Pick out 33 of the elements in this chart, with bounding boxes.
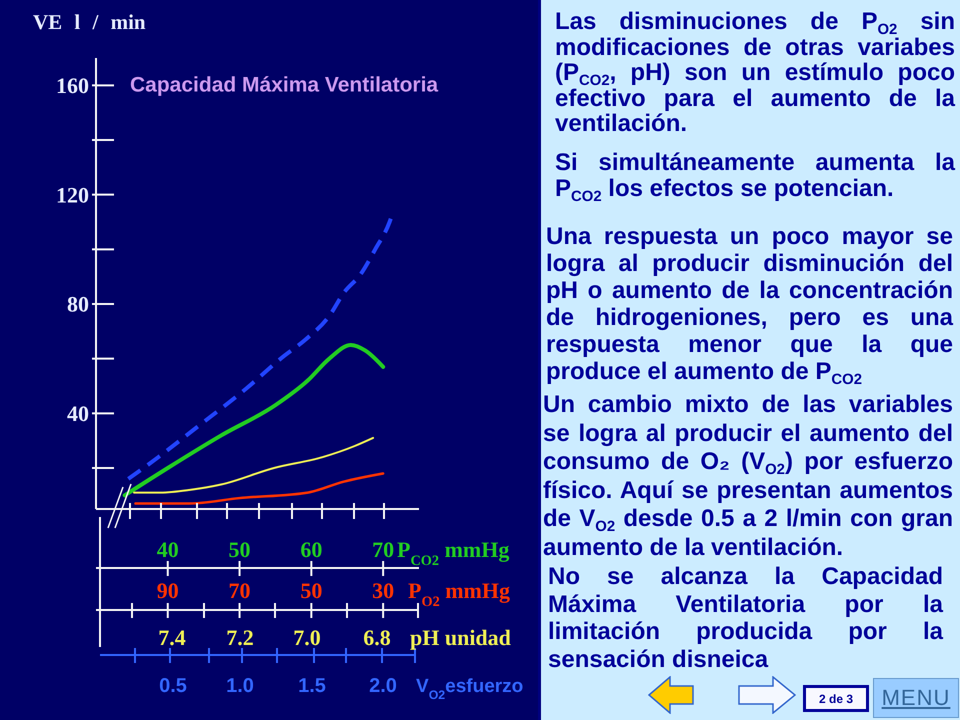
text: 7.2 xyxy=(226,625,254,650)
text: 1.5 xyxy=(298,675,326,697)
text: V$_{O2}$esfuerzo xyxy=(416,676,524,702)
text: Las disminuciones de P$_{O2}$ sin modificaciones de otras variabes (P$_{CO2}$, pH) son un estímulo poco efectivo para el aumento de la ventilación. xyxy=(555,8,955,137)
y-tick-label: 160 xyxy=(56,73,89,98)
x-tick-label: 90 xyxy=(156,578,179,603)
text: 1.0 xyxy=(226,675,254,697)
text: Una respuesta un poco mayor se logra al producir disminución del pH o aumento de la concentración de hidrogeniones, pero es una respuesta menor que la que produce el aumento de P$_{CO2}$ xyxy=(546,223,953,388)
x-axis-title: P$_{O2}$ mmHg xyxy=(408,578,510,610)
text: 7.0 xyxy=(293,625,321,650)
page-counter: 2 de 3 xyxy=(803,685,869,712)
annotation: Capacidad Máxima Ventilatoria xyxy=(130,73,438,96)
x2-tick-label: 70 xyxy=(372,537,394,562)
text: 7.4 xyxy=(158,625,186,650)
text: 6.8 xyxy=(363,625,391,650)
text: Un cambio mixto de las variables se logra al producir el aumento del consumo de O₂ (V$_{O2}$) por esfuerzo físico. Aquí se presentan aumentos de V$_{O2}$ desde 0.5 a 2 l/min con gran aumento de la ventilación. xyxy=(543,391,954,561)
text: pH unidad xyxy=(410,625,511,650)
x2-tick-label: 40 xyxy=(156,537,179,562)
x2-tick-label: 60 xyxy=(300,537,322,562)
text: 0.5 xyxy=(159,675,187,697)
y-tick-label: 80 xyxy=(67,292,89,317)
text: Si simultáneamente aumenta la P$_{CO2}$ los efectos se potencian. xyxy=(555,149,955,205)
menu-button: MENU xyxy=(873,678,959,718)
text: No se alcanza la Capacidad Máxima Ventilatoria por la limitación producida por la sensación disneica xyxy=(548,563,943,674)
x2-tick-label: 50 xyxy=(228,537,251,562)
y-tick-label: 120 xyxy=(56,182,89,208)
x-tick-label: 30 xyxy=(372,578,394,603)
x-tick-label: 70 xyxy=(228,578,251,603)
x2-axis-title: P$_{CO2}$ mmHg xyxy=(397,537,510,569)
y-tick-label: 40 xyxy=(67,401,89,426)
x-tick-label: 50 xyxy=(300,578,322,603)
text: 2.0 xyxy=(369,675,397,697)
y-axis-title: VE l / min xyxy=(33,10,146,34)
